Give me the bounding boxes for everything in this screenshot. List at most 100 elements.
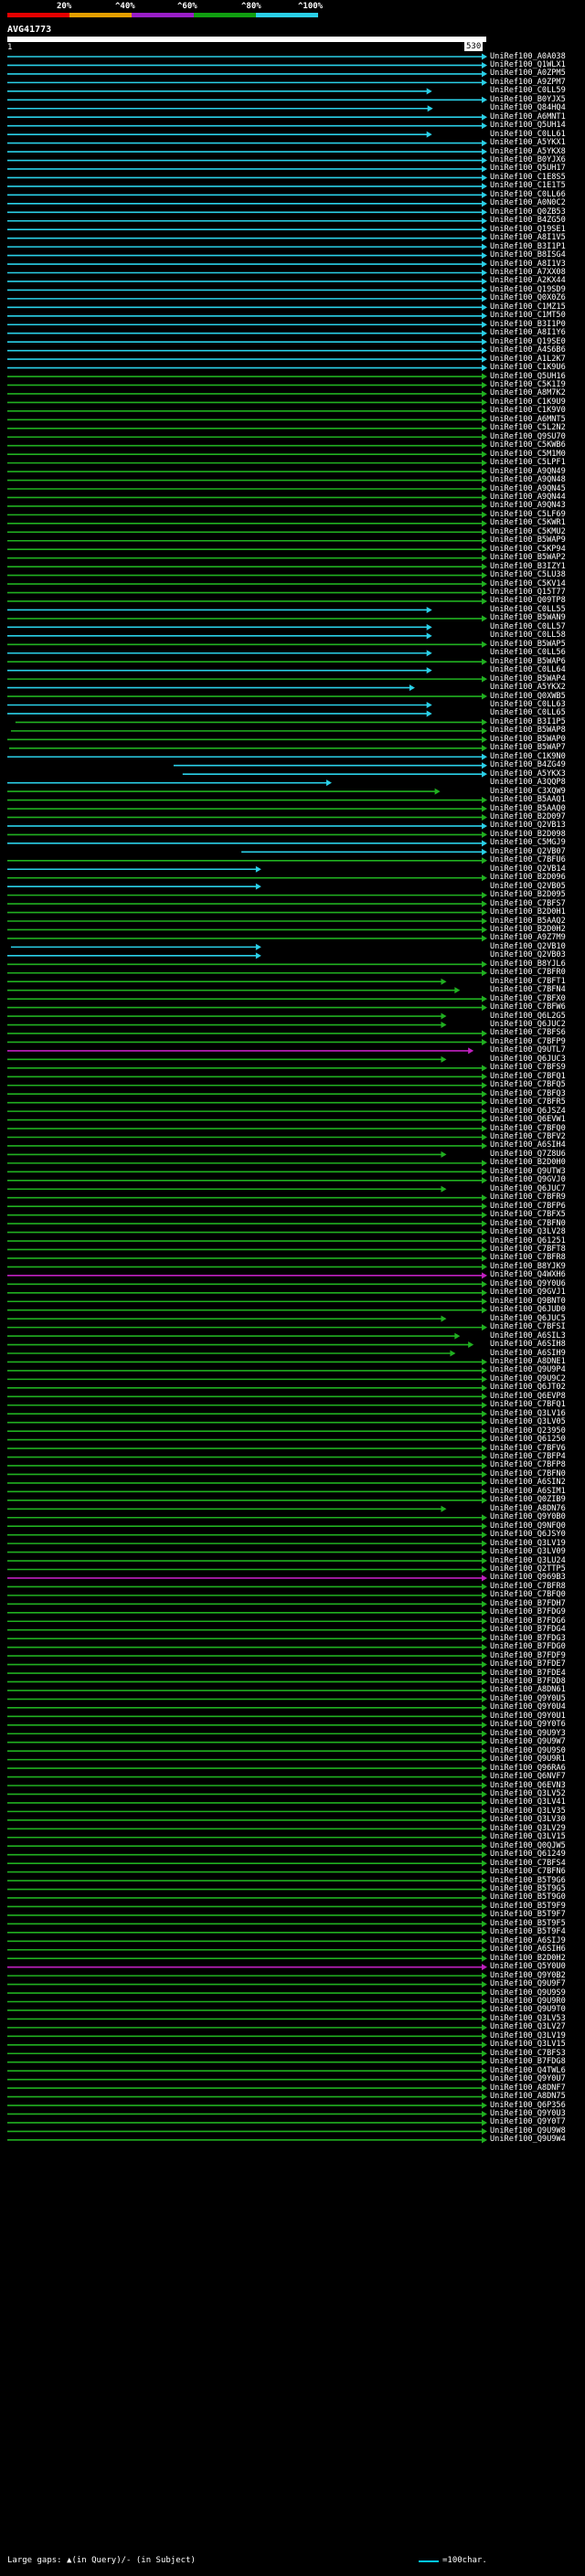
hit-label[interactable]: UniRef100_Q5UH17 — [490, 164, 566, 174]
hit-label[interactable]: UniRef100_C7BFN4 — [490, 985, 566, 995]
hit-label[interactable]: UniRef100_Q6NVF7 — [490, 1772, 566, 1782]
hit-label[interactable]: UniRef100_A9ZPM7 — [490, 77, 566, 87]
hit-label[interactable]: UniRef100_C7BFX5 — [490, 1210, 566, 1220]
hit-label[interactable]: UniRef100_C1K9U9 — [490, 397, 566, 407]
hit-label[interactable]: UniRef100_C7BFQ1 — [490, 1400, 566, 1410]
hit-label[interactable]: UniRef100_A5YKX8 — [490, 146, 566, 156]
hit-label[interactable]: UniRef100_B0YJX6 — [490, 155, 566, 165]
hit-label[interactable]: UniRef100_B5WAP7 — [490, 743, 566, 753]
hit-label[interactable]: UniRef100_Q9UTW3 — [490, 1166, 566, 1176]
hit-label[interactable]: UniRef100_C1E1T5 — [490, 181, 566, 191]
hit-label[interactable]: UniRef100_A8M7K2 — [490, 388, 566, 398]
hit-label[interactable]: UniRef100_B7FDH7 — [490, 1598, 566, 1608]
hit-label[interactable]: UniRef100_C7BFX0 — [490, 993, 566, 1003]
hit-label[interactable]: UniRef100_C0LL55 — [490, 604, 566, 614]
hit-label[interactable]: UniRef100_A6SIJ9 — [490, 1935, 566, 1945]
hit-label[interactable]: UniRef100_Q9U9C2 — [490, 1373, 566, 1383]
hit-label[interactable]: UniRef100_A9QN45 — [490, 483, 566, 493]
hit-label[interactable]: UniRef100_Q3LV19 — [490, 2030, 566, 2041]
hit-label[interactable]: UniRef100_Q9U9W7 — [490, 1737, 566, 1747]
hit-label[interactable]: UniRef100_Q9Y0U4 — [490, 1702, 566, 1712]
hit-label[interactable]: UniRef100_Q3LV29 — [490, 1823, 566, 1833]
hit-label[interactable]: UniRef100_B2D0H2 — [490, 1953, 566, 1963]
hit-label[interactable]: UniRef100_C7BFV2 — [490, 1132, 566, 1141]
hit-label[interactable]: UniRef100_C5LU38 — [490, 570, 566, 580]
hit-label[interactable]: UniRef100_C0LL58 — [490, 631, 566, 641]
hit-label[interactable]: UniRef100_C5M1M0 — [490, 449, 566, 459]
hit-label[interactable]: UniRef100_C7BFN0 — [490, 1218, 566, 1228]
hit-label[interactable]: UniRef100_Q61251 — [490, 1235, 566, 1246]
hit-label[interactable]: UniRef100_B3I1P5 — [490, 716, 566, 726]
hit-label[interactable]: UniRef100_Q9U9R1 — [490, 1754, 566, 1765]
hit-label[interactable]: UniRef100_C1MT50 — [490, 311, 566, 321]
hit-label[interactable]: UniRef100_Q6JUC3 — [490, 1054, 566, 1064]
hit-label[interactable]: UniRef100_Q9U9R0 — [490, 1997, 566, 2006]
hit-label[interactable]: UniRef100_Q6EVW1 — [490, 1115, 566, 1125]
hit-label[interactable]: UniRef100_C7BFR9 — [490, 1193, 566, 1203]
hit-label[interactable]: UniRef100_C5KWB6 — [490, 440, 566, 451]
hit-label[interactable]: UniRef100_Q3LV30 — [490, 1815, 566, 1825]
hit-label[interactable]: UniRef100_Q0ZIB9 — [490, 1495, 566, 1505]
hit-label[interactable]: UniRef100_A8I1V3 — [490, 259, 566, 269]
hit-label[interactable]: UniRef100_C5LPF1 — [490, 458, 566, 468]
hit-label[interactable]: UniRef100_Q6JUC7 — [490, 1183, 566, 1193]
hit-label[interactable]: UniRef100_C5LF69 — [490, 509, 566, 519]
hit-label[interactable]: UniRef100_A6SIH9 — [490, 1348, 566, 1358]
hit-label[interactable]: UniRef100_B5T9G5 — [490, 1884, 566, 1894]
hit-label[interactable]: UniRef100_C0LL57 — [490, 621, 566, 631]
hit-label[interactable]: UniRef100_B5T9G0 — [490, 1892, 566, 1903]
hit-label[interactable]: UniRef100_Q0QJW5 — [490, 1840, 566, 1850]
hit-label[interactable]: UniRef100_C0LL63 — [490, 700, 566, 709]
hit-label[interactable]: UniRef100_A3QQP8 — [490, 778, 566, 788]
hit-label[interactable]: UniRef100_C0LL61 — [490, 129, 566, 139]
hit-label[interactable]: UniRef100_Q7Z8U6 — [490, 1149, 566, 1159]
hit-label[interactable]: UniRef100_Q9SU70 — [490, 431, 566, 441]
hit-label[interactable]: UniRef100_C5KWR1 — [490, 518, 566, 528]
hit-label[interactable]: UniRef100_C7BFSI — [490, 1322, 566, 1332]
hit-label[interactable]: UniRef100_Q15T77 — [490, 588, 566, 598]
hit-label[interactable]: UniRef100_A9QN48 — [490, 475, 566, 485]
hit-label[interactable]: UniRef100_C7BFP8 — [490, 1460, 566, 1470]
hit-label[interactable]: UniRef100_C7BFS6 — [490, 1028, 566, 1038]
hit-label[interactable]: UniRef100_B5T9F5 — [490, 1918, 566, 1928]
hit-label[interactable]: UniRef100_C7BFW6 — [490, 1002, 566, 1012]
hit-label[interactable]: UniRef100_Q4WXH6 — [490, 1270, 566, 1280]
hit-label[interactable]: UniRef100_A6MNT1 — [490, 111, 566, 122]
hit-label[interactable]: UniRef100_B5WAP4 — [490, 673, 566, 684]
hit-label[interactable]: UniRef100_C5MGJ9 — [490, 838, 566, 848]
hit-label[interactable]: UniRef100_C7BFP4 — [490, 1452, 566, 1462]
hit-label[interactable]: UniRef100_A6SIM1 — [490, 1486, 566, 1496]
hit-label[interactable]: UniRef100_C7BFS7 — [490, 898, 566, 908]
hit-label[interactable]: UniRef100_B2D097 — [490, 811, 566, 822]
hit-label[interactable]: UniRef100_C7BFS9 — [490, 1063, 566, 1073]
hit-label[interactable]: UniRef100_A8I1V5 — [490, 233, 566, 243]
hit-label[interactable]: UniRef100_Q5UH16 — [490, 371, 566, 381]
hit-label[interactable]: UniRef100_Q3LV05 — [490, 1417, 566, 1427]
hit-label[interactable]: UniRef100_Q19SD9 — [490, 284, 566, 294]
hit-label[interactable]: UniRef100_Q2VB10 — [490, 941, 566, 951]
hit-label[interactable]: UniRef100_A1L2K7 — [490, 354, 566, 364]
hit-label[interactable]: UniRef100_Q9U9Y3 — [490, 1728, 566, 1738]
hit-label[interactable]: UniRef100_Q6JUC5 — [490, 1313, 566, 1323]
hit-label[interactable]: UniRef100_Q9Y0B0 — [490, 1512, 566, 1522]
hit-label[interactable]: UniRef100_Q09TP8 — [490, 596, 566, 606]
hit-label[interactable]: UniRef100_A8DNF7 — [490, 2083, 566, 2093]
hit-label[interactable]: UniRef100_B5AAQ2 — [490, 916, 566, 926]
hit-label[interactable]: UniRef100_B2D0H1 — [490, 907, 566, 917]
hit-label[interactable]: UniRef100_Q3LV53 — [490, 2013, 566, 2023]
hit-label[interactable]: UniRef100_Q9U9F7 — [490, 1979, 566, 1989]
hit-label[interactable]: UniRef100_Q9GVJ1 — [490, 1288, 566, 1298]
hit-label[interactable]: UniRef100_C1K9V0 — [490, 406, 566, 416]
hit-label[interactable]: UniRef100_Q61249 — [490, 1850, 566, 1860]
hit-label[interactable]: UniRef100_B7FDG0 — [490, 1642, 566, 1652]
hit-label[interactable]: UniRef100_B4ZG49 — [490, 760, 566, 770]
hit-label[interactable]: UniRef100_A5YKX2 — [490, 683, 566, 693]
hit-label[interactable]: UniRef100_Q9U9P4 — [490, 1365, 566, 1375]
hit-label[interactable]: UniRef100_B8ISG4 — [490, 250, 566, 260]
hit-label[interactable]: UniRef100_Q4TWL6 — [490, 2065, 566, 2075]
hit-label[interactable]: UniRef100_Q6JSZ4 — [490, 1106, 566, 1116]
hit-label[interactable]: UniRef100_B8YJK9 — [490, 1261, 566, 1271]
hit-label[interactable]: UniRef100_B4ZG50 — [490, 216, 566, 226]
hit-label[interactable]: UniRef100_C5KMU2 — [490, 526, 566, 536]
hit-label[interactable]: UniRef100_Q6L2G5 — [490, 1011, 566, 1021]
